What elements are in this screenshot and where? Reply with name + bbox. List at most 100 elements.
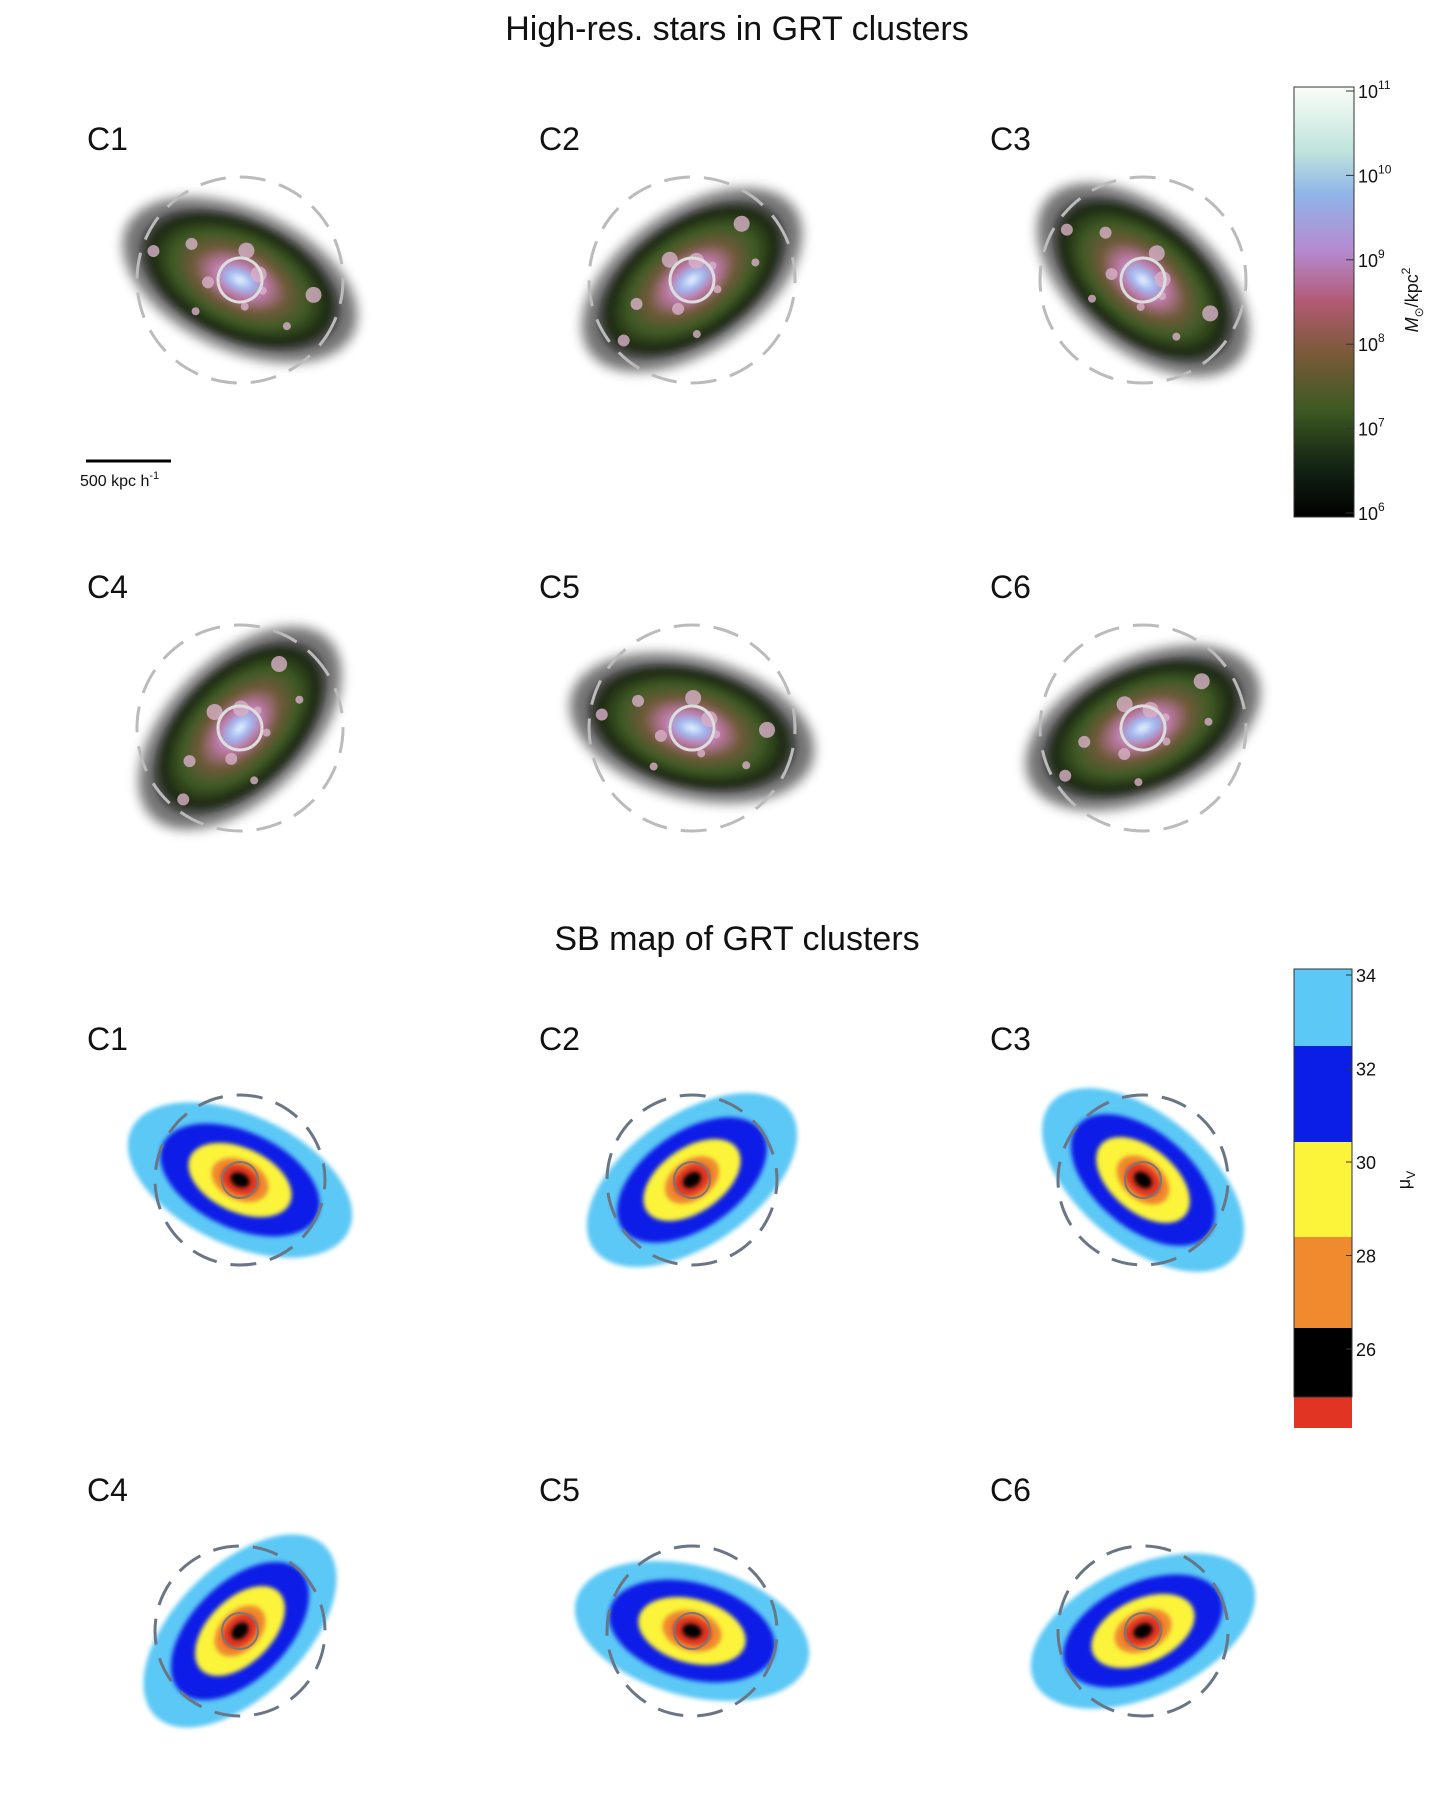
substructure bbox=[759, 721, 776, 738]
tick-base: 10 bbox=[1358, 251, 1378, 271]
substructure bbox=[147, 245, 160, 258]
cluster-map bbox=[143, 1534, 337, 1728]
substructure bbox=[1078, 735, 1091, 748]
substructure bbox=[654, 729, 667, 742]
panel-label: C1 bbox=[87, 1021, 128, 1057]
substructure bbox=[751, 258, 760, 267]
substructure bbox=[1060, 223, 1073, 236]
r500 bbox=[587, 175, 797, 385]
tick-base: 10 bbox=[1358, 82, 1378, 102]
tick-exp: 10 bbox=[1378, 162, 1392, 176]
bottom-title: SB map of GRT clusters bbox=[554, 920, 919, 958]
tick-base: 10 bbox=[1358, 504, 1378, 524]
core bbox=[668, 256, 716, 304]
substructure bbox=[202, 276, 215, 289]
cluster-map bbox=[127, 1093, 353, 1267]
tick-base: 10 bbox=[1358, 420, 1378, 440]
core bbox=[216, 704, 264, 752]
substructure bbox=[262, 728, 271, 737]
substructure bbox=[692, 330, 701, 339]
substructure bbox=[1162, 737, 1171, 746]
substructure bbox=[1202, 305, 1219, 322]
cluster-map bbox=[569, 623, 815, 833]
core bbox=[221, 1612, 259, 1650]
substructure bbox=[1154, 271, 1171, 288]
tick-exp: 6 bbox=[1378, 500, 1385, 514]
substructure bbox=[742, 761, 751, 770]
tick-label: 34 bbox=[1356, 966, 1376, 986]
tick-label: 106 bbox=[1358, 500, 1385, 524]
cb-seg bbox=[1294, 969, 1352, 1046]
core bbox=[673, 1612, 711, 1650]
tick-exp: 9 bbox=[1378, 247, 1385, 261]
panel-label: C5 bbox=[539, 569, 580, 605]
sb-level bbox=[1133, 1623, 1153, 1639]
cluster-map bbox=[135, 623, 345, 833]
core bbox=[1119, 256, 1167, 304]
cb-label-rest: /kpc bbox=[1402, 274, 1422, 307]
cb-label-m: M bbox=[1402, 317, 1422, 332]
substructure bbox=[697, 749, 706, 758]
panel-label: C1 bbox=[87, 121, 128, 157]
substructure bbox=[713, 285, 722, 294]
cluster-map bbox=[574, 1544, 810, 1718]
core bbox=[673, 1161, 711, 1199]
core bbox=[221, 1161, 259, 1199]
tick-label: 1010 bbox=[1358, 162, 1392, 186]
colorbar-bottom bbox=[1293, 968, 1353, 1428]
core bbox=[668, 704, 716, 752]
panel-label: C6 bbox=[990, 1472, 1031, 1508]
substructure bbox=[1059, 769, 1072, 782]
substructure bbox=[1088, 294, 1097, 303]
r500 bbox=[153, 1544, 327, 1718]
substructure bbox=[1116, 696, 1133, 713]
cluster-map bbox=[586, 1092, 798, 1268]
substructure bbox=[183, 755, 196, 768]
substructure bbox=[630, 297, 643, 310]
panel-label: C2 bbox=[539, 121, 580, 157]
body bbox=[1039, 655, 1247, 801]
r500 bbox=[153, 1093, 327, 1267]
substructure bbox=[177, 793, 190, 806]
substructure bbox=[250, 776, 259, 785]
r500 bbox=[1038, 175, 1248, 385]
panel-label: C3 bbox=[990, 1021, 1031, 1057]
cluster-map bbox=[1037, 175, 1249, 385]
tick-label: 26 bbox=[1356, 1340, 1376, 1360]
substructure bbox=[1118, 748, 1131, 761]
scale-exp: -1 bbox=[149, 470, 159, 482]
r500 bbox=[1056, 1544, 1230, 1718]
colorbar-top-label: M⊙/kpc2 bbox=[1399, 267, 1426, 332]
substructure bbox=[191, 307, 200, 316]
body bbox=[595, 199, 789, 361]
sb-level bbox=[682, 1623, 702, 1639]
core bbox=[1124, 1612, 1162, 1650]
panel-label: C6 bbox=[990, 569, 1031, 605]
sb-level bbox=[682, 1171, 702, 1189]
scale-text: 500 kpc h bbox=[80, 473, 149, 490]
substructure bbox=[1105, 268, 1118, 281]
panel-label: C3 bbox=[990, 121, 1031, 157]
r500 bbox=[605, 1093, 779, 1267]
cluster-map bbox=[1025, 623, 1261, 833]
cb-seg bbox=[1294, 1237, 1352, 1332]
r500 bbox=[1056, 1093, 1230, 1267]
tick-label: 32 bbox=[1356, 1060, 1376, 1080]
mu: μ bbox=[1394, 1179, 1414, 1189]
cb-seg bbox=[1294, 1142, 1352, 1237]
substructure bbox=[282, 322, 291, 331]
substructure bbox=[632, 694, 645, 707]
panel-label: C4 bbox=[87, 1472, 128, 1508]
colorbar-bottom-label: μV bbox=[1394, 1171, 1418, 1189]
substructure bbox=[1134, 778, 1143, 787]
core bbox=[1124, 1161, 1162, 1199]
cluster-map bbox=[122, 175, 358, 385]
cb-frame bbox=[1293, 968, 1353, 1398]
r500 bbox=[1038, 623, 1248, 833]
panel-label: C5 bbox=[539, 1472, 580, 1508]
panels: C1 C2 C3 C4 C5 C6 C1 C2 C3 C4 C5 C6 bbox=[87, 121, 1261, 1728]
substructure bbox=[240, 302, 249, 311]
tick-label: 107 bbox=[1358, 416, 1385, 440]
